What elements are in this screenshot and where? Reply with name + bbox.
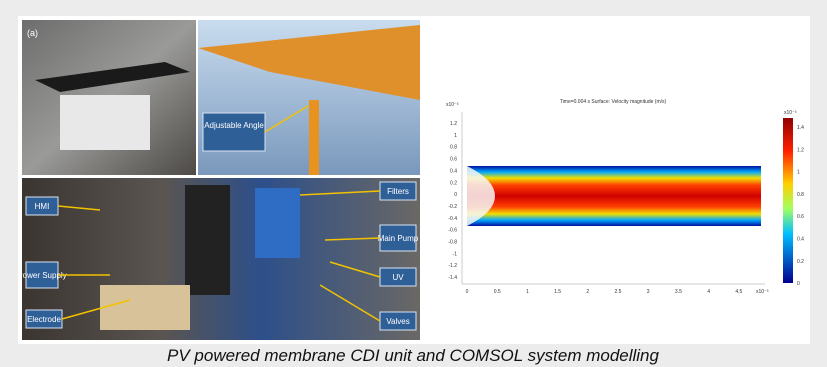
callout-box [203, 113, 265, 151]
panel-label: (a) [27, 28, 38, 38]
x-tick-label: 3.5 [675, 289, 682, 295]
colorbar-tick-label: 0.8 [797, 192, 804, 198]
y-exponent: x10⁻³ [446, 102, 459, 108]
colorbar-tick-label: 0.2 [797, 259, 804, 265]
x-tick-label: 4 [707, 289, 710, 295]
y-tick-label: 1.2 [450, 121, 457, 127]
x-tick-label: 0 [466, 289, 469, 295]
colorbar-tick-label: 0 [797, 281, 800, 287]
figure: (a) Adjustable Angle HMI Power Supply El… [0, 0, 827, 367]
caption: PV powered membrane CDI unit and COMSOL … [167, 346, 659, 365]
callout-angle: Adjustable Angle [204, 121, 264, 130]
colorbar-tick-label: 1 [797, 170, 800, 176]
photo-board [100, 285, 190, 330]
x-tick-label: 4.5 [735, 289, 742, 295]
x-tick-label: 1 [526, 289, 529, 295]
y-tick-label: 0.6 [450, 157, 457, 163]
colorbar-tick-label: 0.6 [797, 214, 804, 220]
y-tick-label: -1.2 [448, 263, 457, 269]
colorbar-exponent: x10⁻³ [784, 110, 797, 116]
x-tick-label: 2 [586, 289, 589, 295]
colorbar-tick-label: 1.2 [797, 147, 804, 153]
y-tick-label: -1.4 [448, 275, 457, 281]
photo-filters [255, 188, 300, 258]
x-tick-label: 3 [647, 289, 650, 295]
callout-electrode: Electrode [27, 315, 61, 324]
unit-body [60, 95, 150, 150]
callout-filters: Filters [387, 187, 409, 196]
callout-uv: UV [392, 273, 404, 282]
callout-pump: Main Pump [378, 234, 419, 243]
x-tick-label: 1.5 [554, 289, 561, 295]
y-tick-label: -0.6 [448, 228, 457, 234]
y-tick-label: 1 [454, 133, 457, 139]
y-tick-label: -1 [453, 251, 458, 257]
render-post [309, 100, 319, 175]
y-tick-label: -0.2 [448, 204, 457, 210]
y-tick-label: 0.4 [450, 168, 457, 174]
colorbar-tick-label: 0.4 [797, 237, 804, 243]
y-tick-label: -0.8 [448, 240, 457, 246]
y-tick-label: -0.4 [448, 216, 457, 222]
y-tick-label: 0 [454, 192, 457, 198]
callout-valves: Valves [386, 317, 409, 326]
photo-cylinder [185, 185, 230, 295]
plot-title: Time=0.004 s Surface: Velocity magnitude… [560, 99, 667, 105]
colorbar-tick-label: 1.4 [797, 125, 804, 131]
callout-hmi: HMI [35, 202, 50, 211]
x-tick-label: 2.5 [615, 289, 622, 295]
y-tick-label: 0.2 [450, 180, 457, 186]
x-exponent: x10⁻³ [756, 289, 769, 295]
colorbar [783, 118, 793, 283]
y-tick-label: 0.8 [450, 145, 457, 151]
x-tick-label: 0.5 [494, 289, 501, 295]
flow-field [467, 166, 761, 226]
